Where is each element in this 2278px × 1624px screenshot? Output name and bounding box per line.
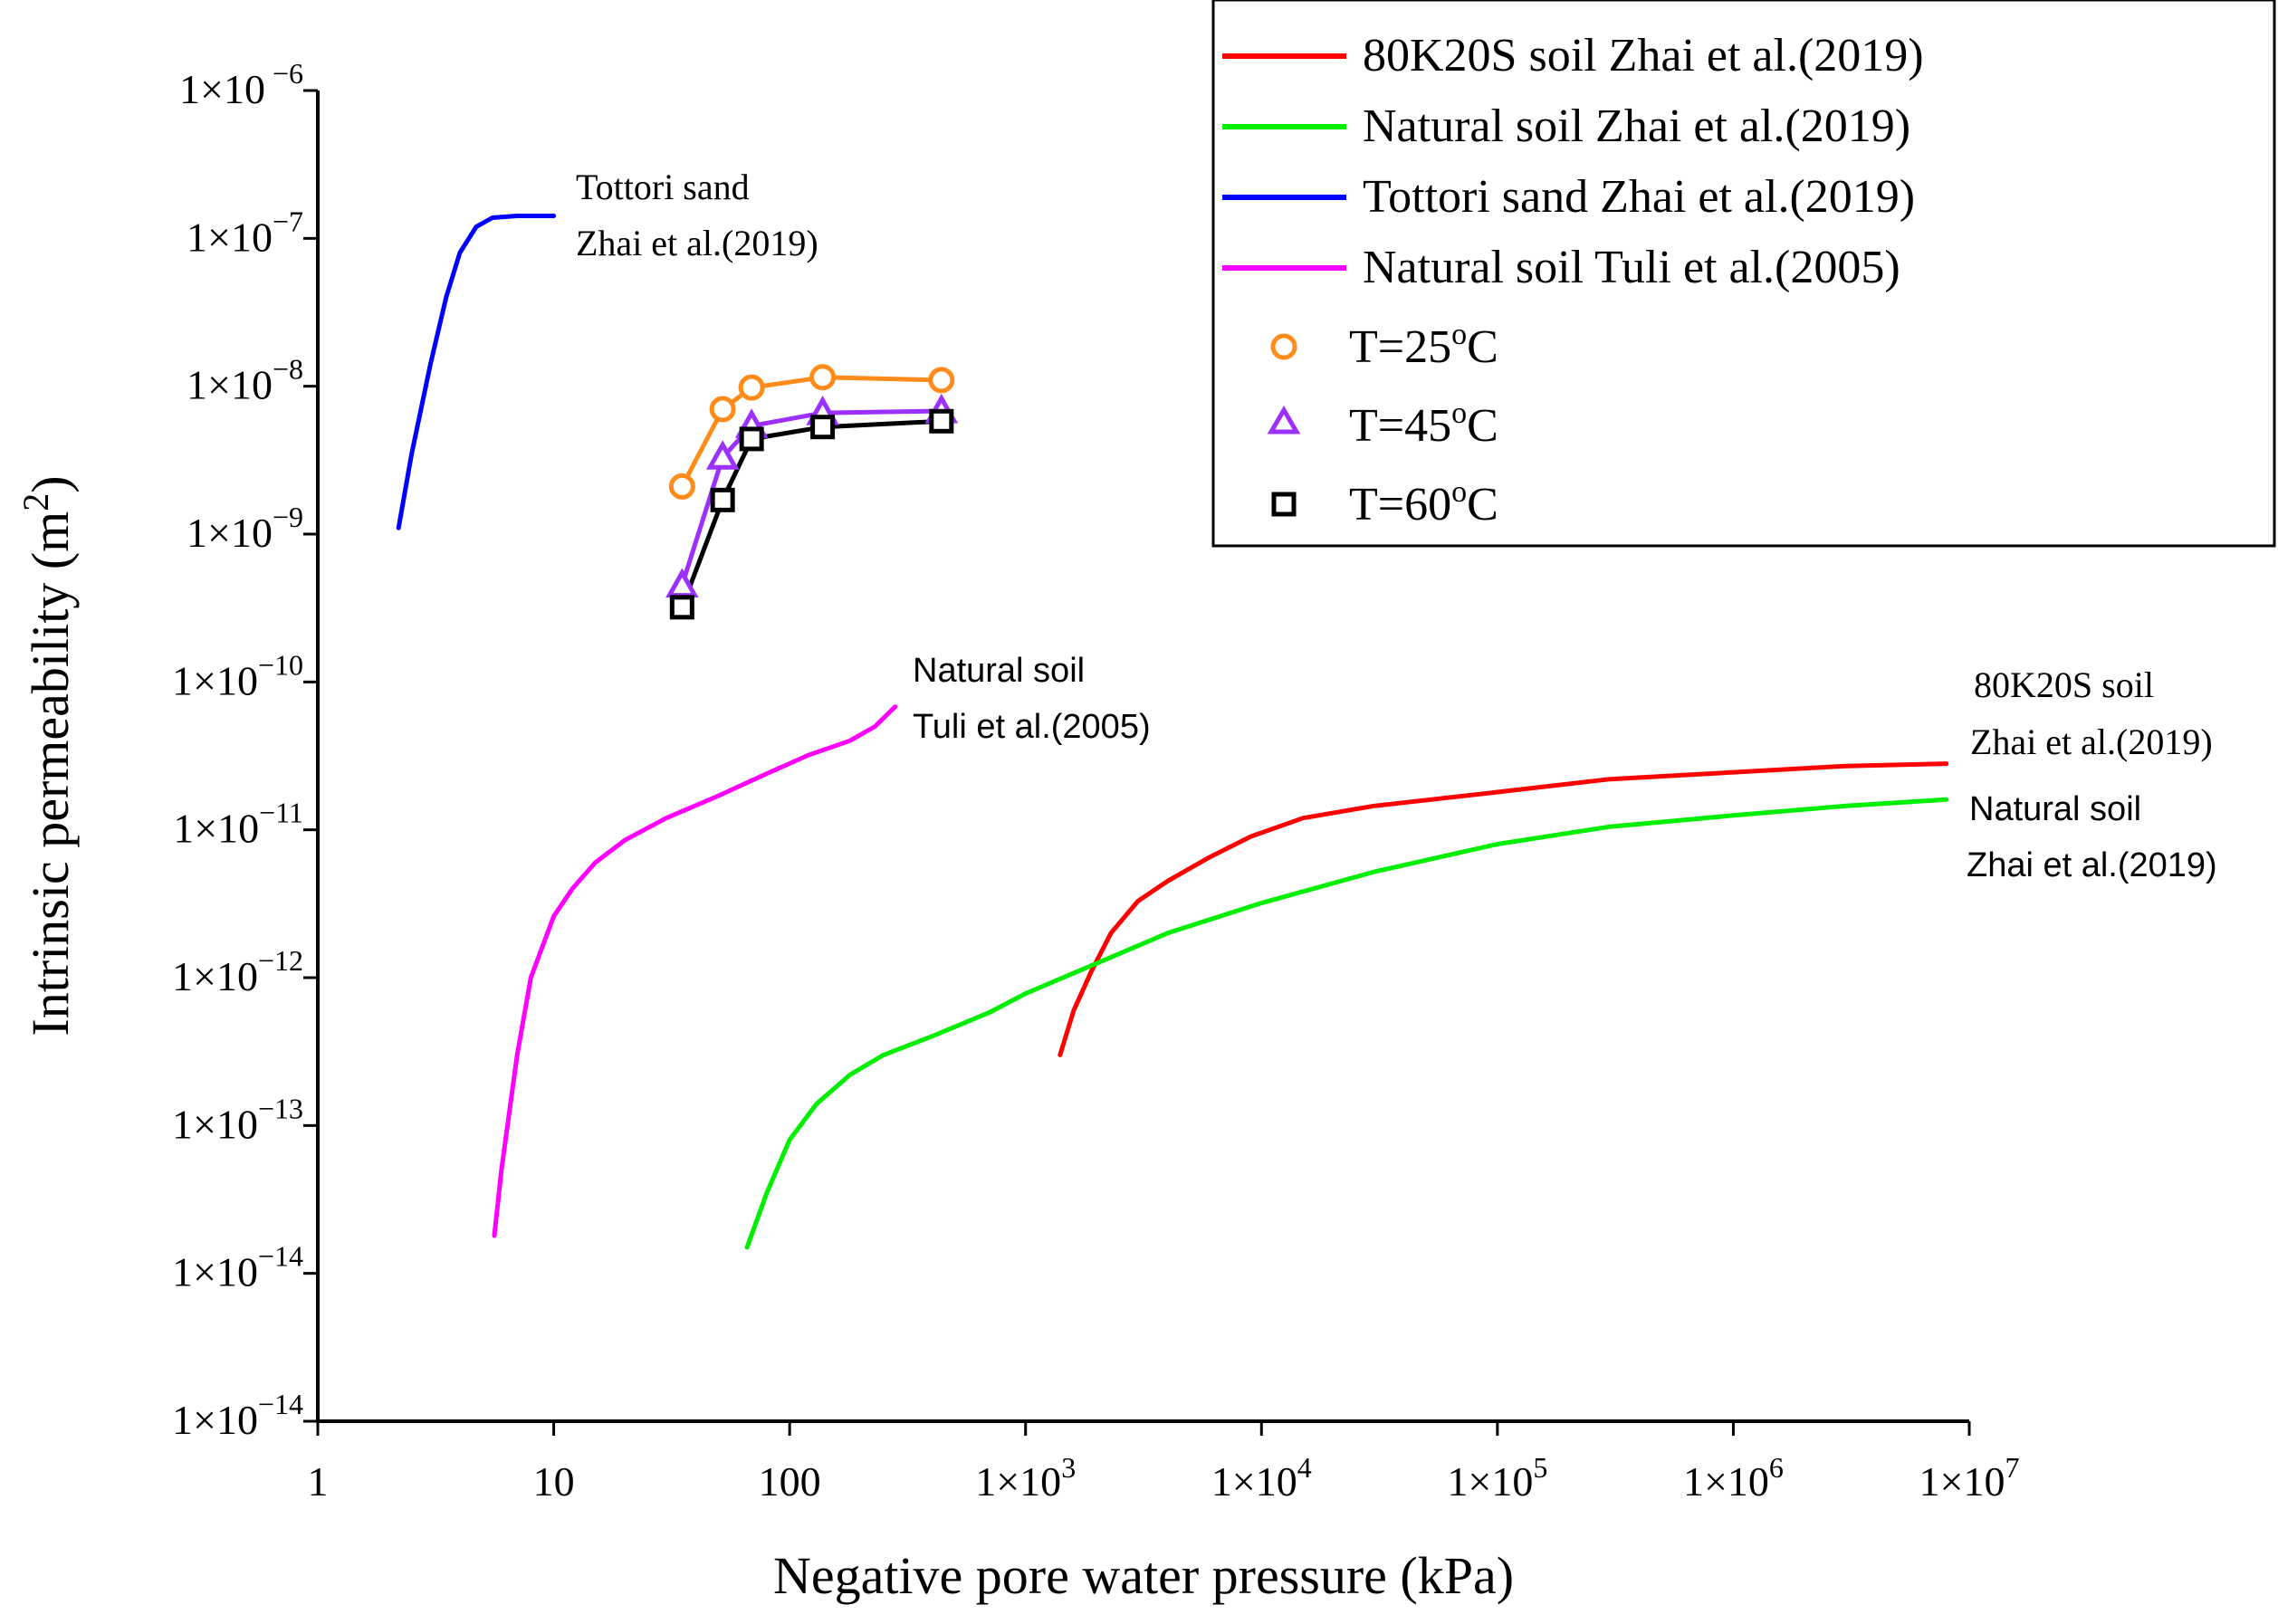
y-tick-label: 1×10−10 bbox=[172, 648, 303, 703]
y-tick-label: 1×10−13 bbox=[172, 1092, 303, 1147]
x-tick-label: 1×105 bbox=[1447, 1451, 1547, 1505]
x-tick-label: 100 bbox=[759, 1458, 821, 1505]
legend-label-60c: T=60oC bbox=[1349, 475, 1498, 530]
legend-25c-main: T=25 bbox=[1349, 321, 1451, 373]
y-tick-label: 1×10−7 bbox=[187, 205, 303, 260]
marker-point-triangle bbox=[665, 568, 699, 598]
x-tick-label: 1×104 bbox=[1211, 1451, 1312, 1505]
legend-box bbox=[1211, 0, 2276, 548]
x-tick-label: 10 bbox=[533, 1458, 575, 1505]
legend-marker-25c bbox=[1270, 333, 1297, 360]
legend-45c-sup: o bbox=[1451, 396, 1467, 430]
marker-point-circle bbox=[709, 396, 736, 423]
legend-60c-main: T=60 bbox=[1349, 479, 1451, 530]
legend-marker-60c bbox=[1271, 492, 1297, 517]
y-tick-label: 1×10−9 bbox=[187, 501, 303, 556]
x-tick-label: 1×103 bbox=[975, 1451, 1076, 1505]
marker-point-circle bbox=[809, 364, 837, 391]
y-axis-title: Intrinsic permeability (m2) bbox=[15, 475, 80, 1036]
x-tick-label: 1×106 bbox=[1683, 1451, 1784, 1505]
curve-label-tuli-line2: Tuli et al.(2005) bbox=[913, 708, 1151, 746]
legend-label-80k20s: 80K20S soil Zhai et al.(2019) bbox=[1363, 30, 1924, 81]
marker-point-square bbox=[810, 415, 836, 440]
curve-label-tottori-line1: Tottori sand bbox=[576, 167, 750, 207]
legend-25c-sup: o bbox=[1451, 318, 1467, 351]
y-axis-title-sup: 2 bbox=[15, 493, 56, 511]
legend-label-45c: T=45oC bbox=[1349, 396, 1498, 452]
marker-point-square bbox=[710, 487, 735, 512]
legend-45c-tail: C bbox=[1467, 400, 1498, 452]
marker-point-circle bbox=[928, 367, 955, 394]
y-tick-label: 1×10−14 bbox=[172, 1240, 303, 1295]
marker-point-square bbox=[669, 595, 694, 620]
legend-label-tuli: Natural soil Tuli et al.(2005) bbox=[1363, 242, 1900, 293]
y-tick-label: 1×10−11 bbox=[173, 797, 303, 852]
x-tick-label: 1 bbox=[308, 1458, 329, 1505]
marker-point-circle bbox=[738, 374, 765, 401]
legend-60c-tail: C bbox=[1467, 479, 1498, 530]
legend-marker-45c bbox=[1267, 406, 1301, 435]
series-line-1 bbox=[744, 797, 1949, 1250]
y-tick-group: 1×10−14 1×10−14 1×10−13 1×10−12 1×10−11 1×10−… bbox=[172, 57, 318, 1443]
x-axis-title: Negative pore water pressure (kPa) bbox=[773, 1546, 1514, 1605]
x-tick-group: 1 10 100 1×103 1×104 1×105 1×106 1×107 bbox=[308, 1421, 2020, 1505]
legend-25c-tail: C bbox=[1467, 321, 1498, 373]
legend: 80K20S soil Zhai et al.(2019) Natural so… bbox=[1211, 0, 2276, 548]
series-group bbox=[396, 214, 1949, 1250]
series-line-2 bbox=[396, 214, 557, 530]
y-tick-label: 1×10 −6 bbox=[179, 57, 303, 112]
axes bbox=[316, 91, 1969, 1423]
curve-label-tuli-line1: Natural soil bbox=[913, 652, 1085, 690]
curve-label-tottori-line2: Zhai et al.(2019) bbox=[576, 223, 818, 263]
curve-label-group: Tottori sand Zhai et al.(2019) Natural s… bbox=[576, 167, 2217, 884]
x-tick-label: 1×107 bbox=[1919, 1451, 2020, 1505]
curve-label-80k20s-line2: Zhai et al.(2019) bbox=[1970, 721, 2213, 762]
marker-point-triangle bbox=[705, 440, 740, 470]
y-axis-title-main: Intrinsic permeability (m bbox=[21, 511, 80, 1036]
legend-label-natural-zhai: Natural soil Zhai et al.(2019) bbox=[1363, 100, 1910, 152]
legend-60c-sup: o bbox=[1451, 475, 1467, 509]
marker-point-square bbox=[739, 426, 764, 452]
curve-label-natural-zhai-line2: Zhai et al.(2019) bbox=[1967, 846, 2217, 884]
legend-label-tottori: Tottori sand Zhai et al.(2019) bbox=[1363, 171, 1915, 223]
y-tick-label: 1×10−8 bbox=[187, 353, 303, 408]
legend-label-25c: T=25oC bbox=[1349, 318, 1498, 373]
curve-label-natural-zhai-line1: Natural soil bbox=[1969, 790, 2141, 828]
marker-group bbox=[665, 364, 959, 620]
marker-point-square bbox=[929, 408, 954, 434]
series-line-3 bbox=[492, 704, 898, 1238]
series-line-0 bbox=[1058, 761, 1949, 1057]
curve-label-80k20s-line1: 80K20S soil bbox=[1974, 664, 2154, 705]
legend-45c-main: T=45 bbox=[1349, 400, 1451, 452]
y-tick-label: 1×10−14 bbox=[172, 1388, 303, 1443]
y-tick-label: 1×10−12 bbox=[172, 944, 303, 999]
y-axis-title-close: ) bbox=[21, 475, 80, 492]
marker-point-circle bbox=[668, 473, 695, 500]
